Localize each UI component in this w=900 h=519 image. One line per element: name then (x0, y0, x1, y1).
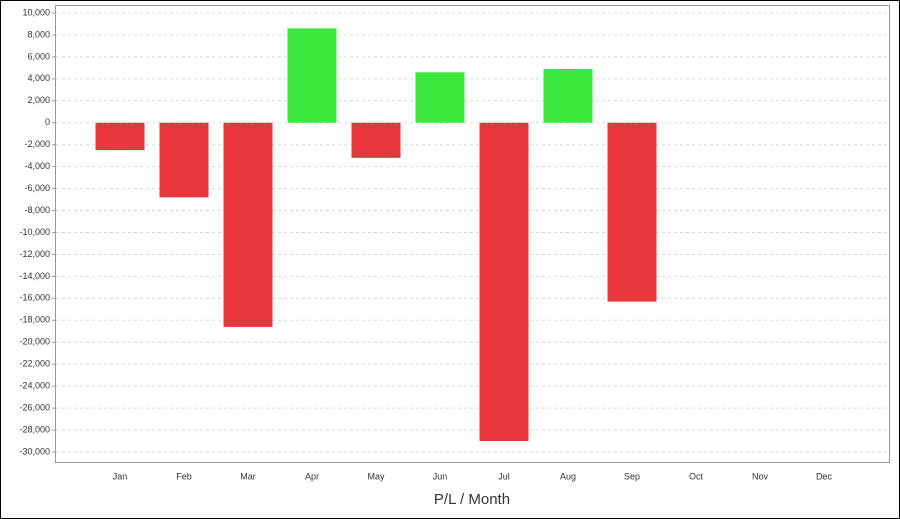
bar (159, 122, 209, 198)
bar (351, 122, 401, 158)
y-tick-label: 6,000 (27, 51, 50, 61)
bar (415, 72, 465, 123)
x-tick-label: Oct (689, 471, 704, 481)
x-tick-label: May (367, 471, 385, 481)
y-tick-label: -12,000 (19, 249, 50, 259)
x-tick-label: Mar (240, 471, 256, 481)
x-tick-label: Jul (498, 471, 510, 481)
y-tick-label: -30,000 (19, 446, 50, 456)
y-tick-label: -2,000 (24, 139, 50, 149)
y-tick-label: 8,000 (27, 29, 50, 39)
bar (607, 122, 657, 302)
y-tick-label: -14,000 (19, 271, 50, 281)
y-tick-label: -26,000 (19, 402, 50, 412)
bar (287, 28, 337, 123)
x-tick-label: Aug (560, 471, 576, 481)
y-tick-label: -10,000 (19, 227, 50, 237)
x-tick-label: Jan (113, 471, 128, 481)
y-tick-label: -28,000 (19, 424, 50, 434)
y-tick-label: 0 (45, 117, 50, 127)
y-tick-label: -16,000 (19, 293, 50, 303)
bar (479, 122, 529, 442)
y-tick-label: 10,000 (22, 7, 50, 17)
x-tick-label: Jun (433, 471, 448, 481)
y-tick-label: -24,000 (19, 381, 50, 391)
y-tick-label: -18,000 (19, 315, 50, 325)
x-tick-label: Feb (176, 471, 192, 481)
x-tick-label: Apr (305, 471, 319, 481)
y-tick-label: -6,000 (24, 183, 50, 193)
x-tick-label: Dec (816, 471, 833, 481)
bar (543, 68, 593, 123)
bar (95, 122, 145, 151)
y-tick-label: -4,000 (24, 161, 50, 171)
x-tick-label: Nov (752, 471, 769, 481)
y-tick-label: -8,000 (24, 205, 50, 215)
chart-title: P/L / Month (434, 491, 510, 508)
bar (223, 122, 273, 327)
y-tick-label: -22,000 (19, 359, 50, 369)
y-tick-label: -20,000 (19, 337, 50, 347)
y-tick-label: 2,000 (27, 95, 50, 105)
x-tick-label: Sep (624, 471, 640, 481)
y-tick-label: 4,000 (27, 73, 50, 83)
plot-area (55, 5, 890, 463)
